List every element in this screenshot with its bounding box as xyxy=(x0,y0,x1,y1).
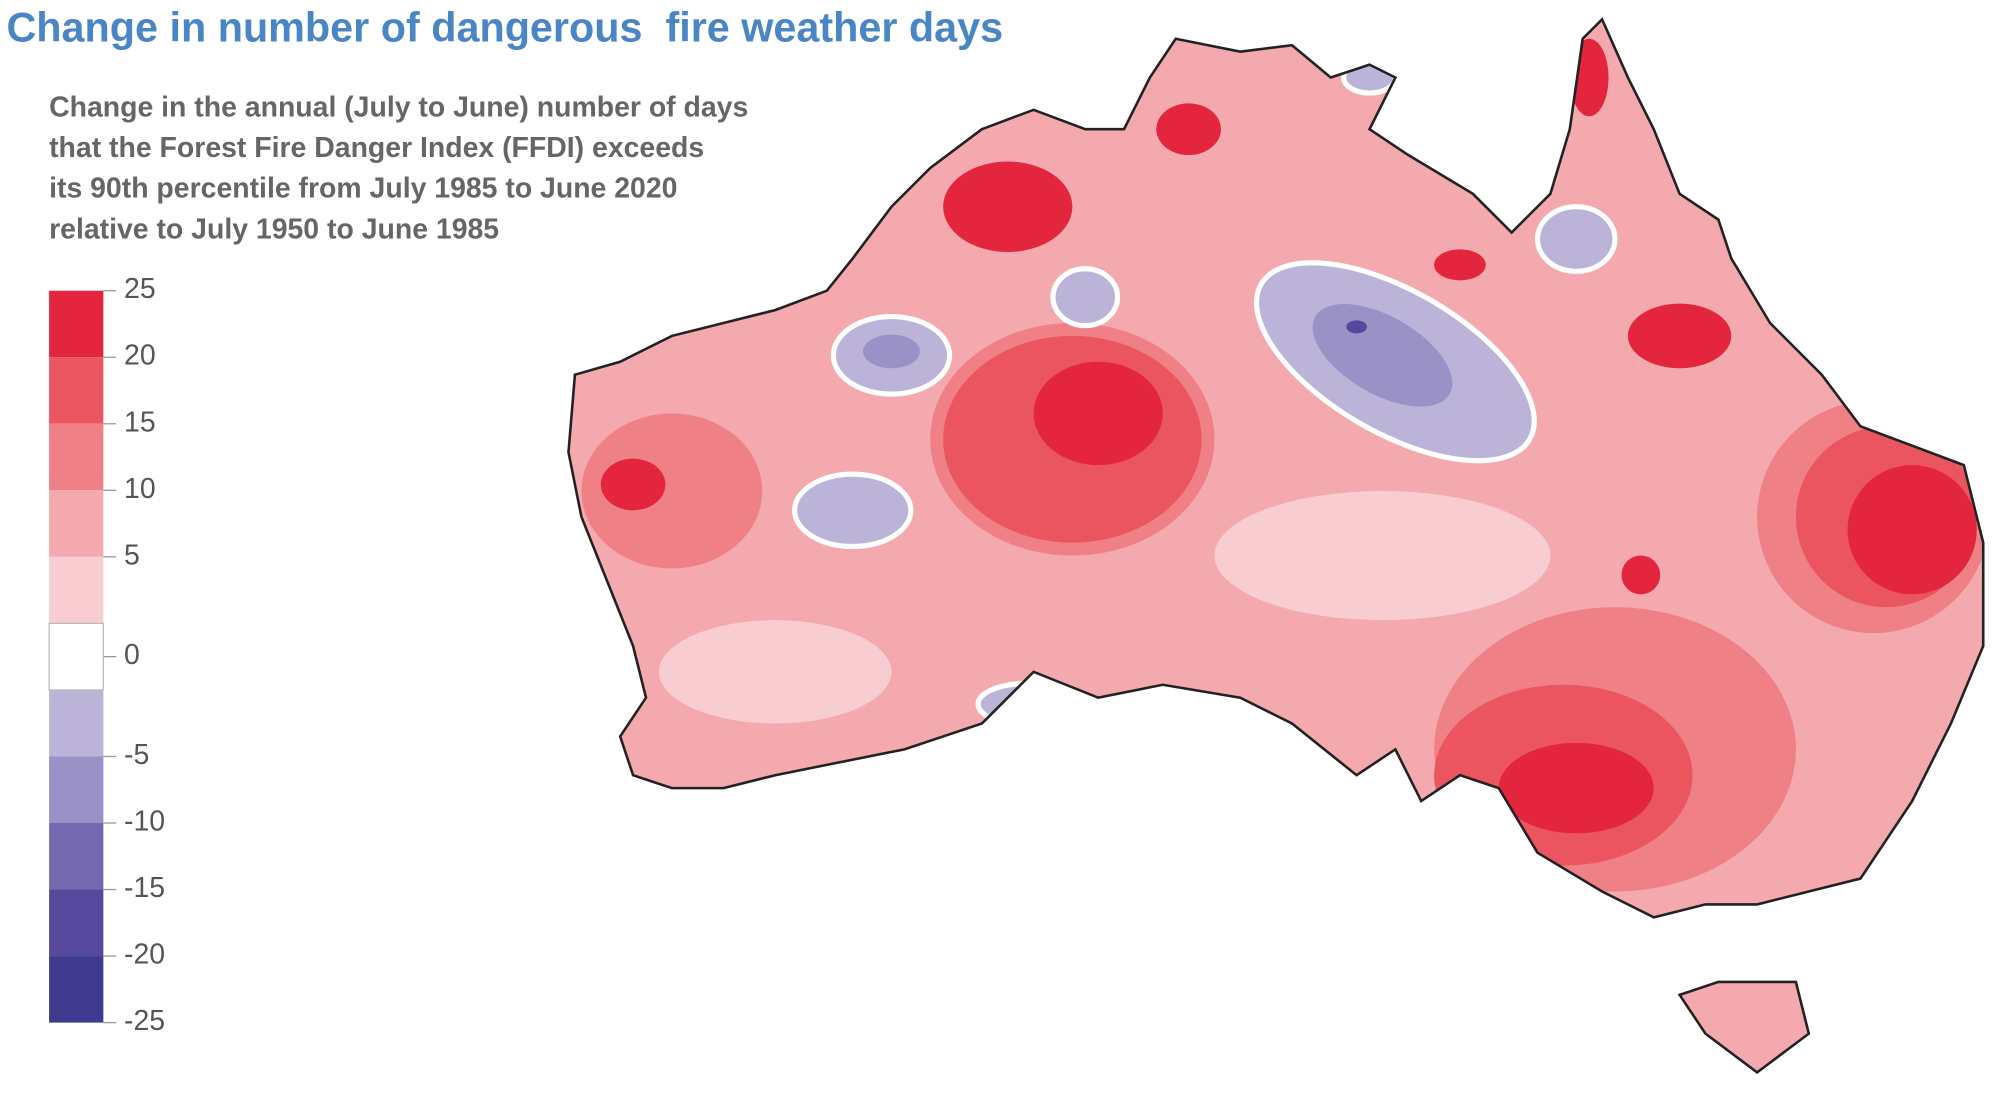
colorbar-tick-label: -10 xyxy=(124,806,165,838)
subtitle-line: that the Forest Fire Danger Index (FFDI)… xyxy=(49,132,704,164)
colorbar-bin xyxy=(48,622,105,691)
colorbar-bin xyxy=(49,823,104,890)
subtitle-line: its 90th percentile from July 1985 to Ju… xyxy=(49,173,677,205)
content: Change in number of dangerous fire weath… xyxy=(6,4,1985,1074)
subtitle: Change in the annual (July to June) numb… xyxy=(49,91,748,245)
colorbar: 25 20 15 10 5 0 -5 -10 -15 -20 -25 xyxy=(48,273,165,1037)
colorbar-tick-label: -15 xyxy=(124,872,165,904)
colorbar-bin xyxy=(49,556,104,624)
colorbar-tick-label: -5 xyxy=(124,739,149,771)
coastline xyxy=(567,17,1985,1074)
colorbar-bin xyxy=(49,956,104,1023)
colorbar-tick-label: 5 xyxy=(124,539,140,571)
subtitle-line: relative to July 1950 to June 1985 xyxy=(49,213,499,245)
colorbar-bin xyxy=(49,889,104,957)
map xyxy=(567,17,1985,1074)
subtitle-line: Change in the annual (July to June) numb… xyxy=(49,91,748,123)
colorbar-tick-label: 0 xyxy=(124,639,140,671)
colorbar-bin xyxy=(49,756,104,824)
colorbar-tick-label: 15 xyxy=(124,406,156,438)
colorbar-bin xyxy=(49,290,104,358)
colorbar-bin xyxy=(49,357,104,424)
colorbar-tick-label: 25 xyxy=(124,273,156,305)
colorbar-bin xyxy=(49,423,104,491)
colorbar-tick-label: -20 xyxy=(124,939,165,971)
colorbar-bin xyxy=(49,689,104,757)
colorbar-tick-label: -25 xyxy=(124,1005,165,1037)
colorbar-tick-label: 20 xyxy=(124,340,156,372)
colorbar-tick-label: 10 xyxy=(124,473,156,505)
title: Change in number of dangerous fire weath… xyxy=(6,4,1003,50)
colorbar-bin xyxy=(49,490,104,557)
